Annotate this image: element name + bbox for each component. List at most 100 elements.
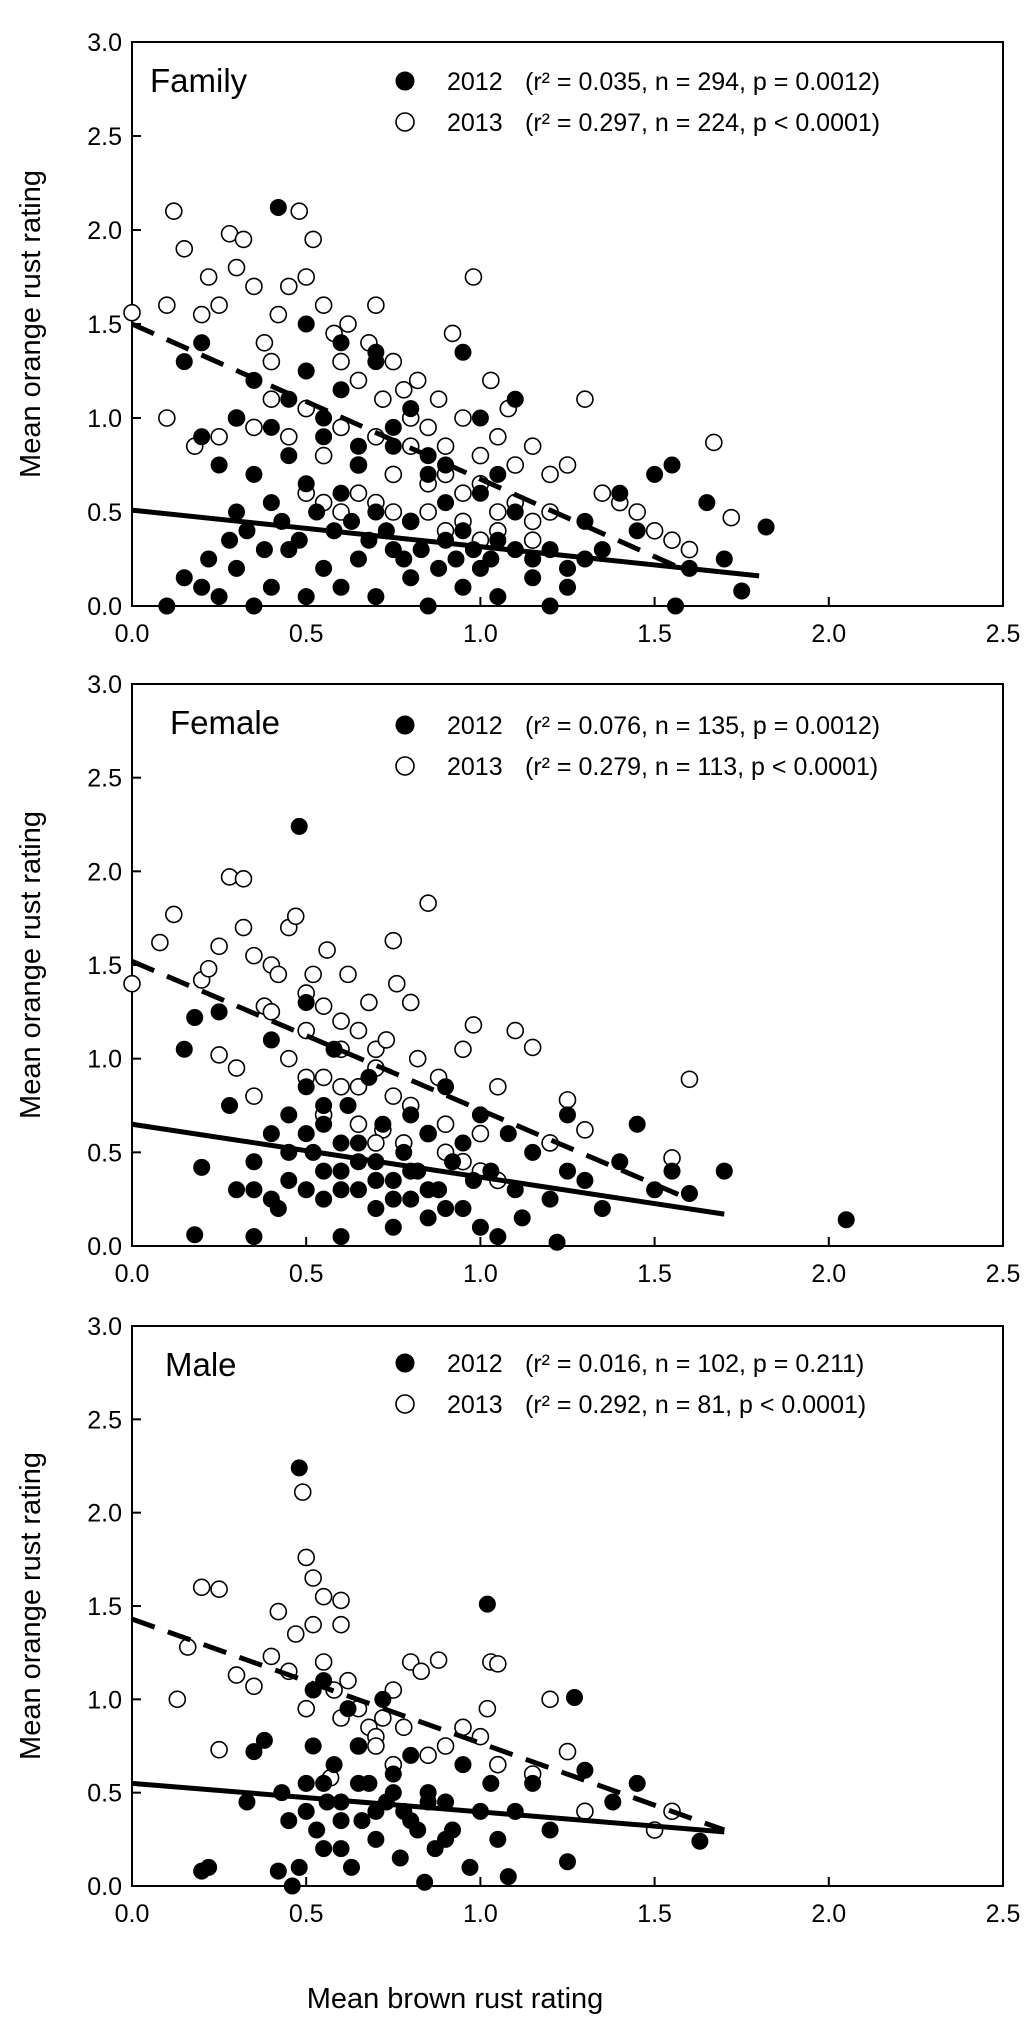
legend-stats-2012: (r² = 0.016, n = 102, p = 0.211) [525,1350,864,1378]
data-point-2012 [367,1171,385,1189]
data-point-2012 [255,541,273,559]
data-point-2012 [332,1812,350,1830]
data-point-2013 [367,1737,385,1755]
data-point-2013 [436,437,455,456]
data-point-2013 [541,465,559,484]
data-point-2013 [576,390,594,409]
data-point-2012 [304,1737,322,1755]
data-point-2012 [325,1040,343,1058]
data-point-2012 [315,1115,333,1133]
data-point-2012 [367,503,385,521]
data-point-2012 [193,1158,211,1176]
data-point-2012 [482,1774,500,1792]
data-point-2012 [402,1190,420,1208]
data-point-2012 [628,1774,646,1792]
legend-label-2013: 2013 [447,753,503,781]
legend-marker-2012 [395,715,415,735]
data-point-2013 [339,1671,357,1690]
data-point-2012 [391,1849,409,1867]
data-point-2013 [349,1021,368,1040]
legend-marker-2012 [395,1353,415,1373]
data-point-2012 [837,1211,855,1229]
data-point-2012 [245,1153,263,1171]
data-point-2013 [680,1070,699,1089]
data-point-2012 [158,597,176,615]
data-point-2012 [437,1200,455,1218]
data-point-2013 [489,1077,507,1096]
data-point-2012 [367,1200,385,1218]
data-point-2012 [419,1125,437,1143]
data-point-2013 [318,941,336,959]
data-point-2012 [663,1162,681,1180]
data-point-2012 [437,494,455,512]
data-point-2013 [478,1699,497,1718]
data-point-2013 [401,993,420,1012]
data-point-2012 [332,1840,350,1858]
legend-label-2012: 2012 [447,68,503,96]
data-point-2013 [506,1021,525,1040]
data-point-2012 [541,597,559,615]
data-point-2012 [349,456,367,474]
data-point-2012 [733,582,751,600]
data-point-2013 [297,1021,316,1040]
data-point-2013 [680,540,699,559]
regression-line-2013 [131,958,691,1202]
data-point-2012 [559,559,576,577]
data-point-2012 [471,484,489,502]
data-point-2012 [228,1181,246,1199]
data-point-2012 [565,1688,583,1706]
data-point-2013 [339,315,357,333]
data-point-2012 [593,541,611,559]
y-tick-label: 0.0 [87,1873,122,1901]
data-point-2012 [262,578,280,596]
data-point-2012 [576,1761,594,1779]
data-point-2012 [384,1765,402,1783]
data-point-2012 [489,588,507,606]
data-point-2012 [698,494,716,512]
legend-marker-2013 [395,1394,415,1414]
data-point-2012 [349,1181,367,1199]
panel-female: 0.0 0.5 1.0 1.5 2.0 2.5 0.0 0.5 1.0 1.5 2.0 2.5 3.0 M… [15,671,1020,1288]
data-point-2013 [628,503,646,521]
data-point-2012 [541,1821,559,1839]
data-point-2013 [482,371,500,390]
data-point-2012 [489,1830,507,1848]
data-point-2012 [478,1595,496,1613]
data-point-2013 [279,277,298,296]
data-point-2012 [297,1125,315,1143]
data-point-2012 [245,465,263,483]
data-point-2012 [454,1200,472,1218]
data-point-2012 [593,1200,611,1218]
data-point-2012 [349,1134,367,1152]
data-point-2012 [454,1756,472,1774]
data-point-2013 [332,1012,350,1031]
data-point-2012 [454,578,472,596]
data-point-2012 [691,1832,709,1850]
data-point-2012 [228,559,246,577]
data-point-2013 [384,931,403,950]
data-point-2013 [245,277,263,296]
legend-stats-2013: (r² = 0.297, n = 224, p < 0.0001) [525,109,880,137]
data-point-2012 [499,1125,517,1143]
data-point-2012 [461,1858,479,1876]
y-tick-label: 0.5 [87,499,122,527]
data-point-2013 [314,1068,333,1087]
data-point-2012 [374,1690,392,1708]
data-point-2013 [489,427,507,446]
panel-title: Family [150,62,248,99]
x-tick-label: 0.5 [289,1900,324,1928]
panel-male: 0.0 0.5 1.0 1.5 2.0 2.5 0.0 0.5 1.0 1.5 2.0 2.5 3.0 M… [15,1313,1020,1928]
y-tick-label: 1.0 [87,405,122,433]
data-point-2013 [523,531,542,550]
data-point-2012 [175,353,193,371]
data-point-2012 [402,512,420,530]
data-point-2012 [186,1008,204,1026]
data-point-2013 [464,268,483,286]
data-point-2013 [377,1031,396,1049]
y-tick-label: 3.0 [87,1313,122,1341]
data-point-2013 [576,1802,594,1821]
data-point-2012 [419,1181,437,1199]
data-point-2013 [123,974,141,993]
data-point-2012 [315,1840,333,1858]
